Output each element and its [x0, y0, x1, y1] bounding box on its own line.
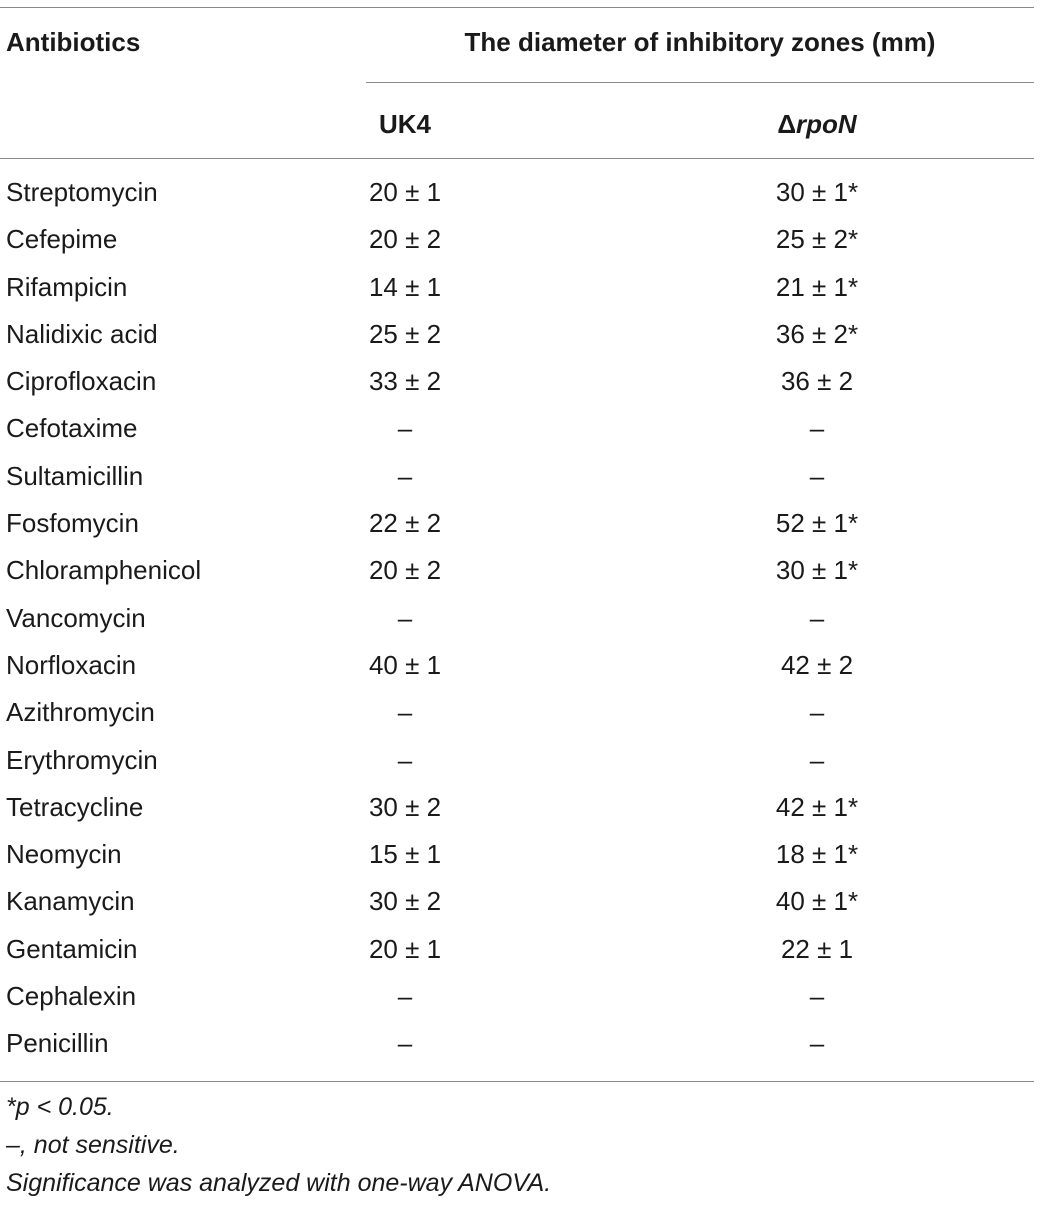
table-row: Norfloxacin 40 ± 1 42 ± 2 [0, 643, 1040, 690]
table-row: Cephalexin – – [0, 974, 1040, 1021]
footnote-significance: *p < 0.05. [6, 1093, 114, 1121]
header-uk4: UK4 [378, 109, 431, 139]
table-row: Penicillin – – [0, 1021, 1040, 1068]
antibiotic-name: Penicillin [6, 1028, 109, 1059]
table-row: Kanamycin 30 ± 2 40 ± 1* [0, 879, 1040, 926]
uk4-value: 30 ± 2 [368, 886, 442, 917]
table-row: Tetracycline 30 ± 2 42 ± 1* [0, 785, 1040, 832]
rpon-value: – [809, 697, 825, 728]
antibiotic-name: Tetracycline [6, 791, 144, 822]
bottom-rule [0, 1081, 1034, 1082]
rpon-value: 42 ± 2 [780, 649, 854, 680]
rpon-value: – [809, 413, 825, 444]
antibiotic-name: Kanamycin [6, 886, 135, 917]
uk4-value: – [397, 413, 413, 444]
antibiotic-name: Neomycin [6, 839, 122, 870]
table-row: Gentamicin 20 ± 1 22 ± 1 [0, 927, 1040, 974]
uk4-value: – [397, 981, 413, 1012]
uk4-value: – [397, 1028, 413, 1059]
rpon-value: 21 ± 1* [775, 271, 859, 302]
uk4-value: 20 ± 1 [368, 177, 442, 207]
table-row: Streptomycin 20 ± 1 30 ± 1* [0, 170, 1040, 217]
table-row: Fosfomycin 22 ± 2 52 ± 1* [0, 501, 1040, 548]
antibiotic-name: Nalidixic acid [6, 318, 158, 349]
rpon-value: – [809, 602, 825, 633]
rpon-value: 18 ± 1* [775, 839, 859, 870]
rpon-value: 22 ± 1 [780, 933, 854, 964]
rpon-value: 25 ± 2* [775, 224, 859, 255]
uk4-value: 30 ± 2 [368, 791, 442, 822]
antibiotic-name: Fosfomycin [6, 508, 139, 539]
footnote-not-sensitive: –, not sensitive. [6, 1131, 180, 1159]
group-header-rule [366, 82, 1034, 83]
table-row: Ciprofloxacin 33 ± 2 36 ± 2 [0, 359, 1040, 406]
table-row: Cefepime 20 ± 2 25 ± 2* [0, 217, 1040, 264]
uk4-value: 25 ± 2 [368, 318, 442, 349]
rpon-value: – [809, 460, 825, 491]
antibiotic-name: Norfloxacin [6, 649, 137, 680]
uk4-value: 20 ± 2 [368, 555, 442, 586]
uk4-value: – [397, 697, 413, 728]
antibiotic-name: Sultamicillin [6, 460, 144, 491]
header-inhibitory-zone-diameter: The diameter of inhibitory zones (mm) [464, 27, 936, 57]
antibiotic-name: Streptomycin [6, 177, 158, 207]
rpon-value: 36 ± 2* [775, 318, 859, 349]
header-antibiotics: Antibiotics [6, 27, 141, 57]
uk4-value: 20 ± 1 [368, 933, 442, 964]
antibiotic-name: Chloramphenicol [6, 555, 202, 586]
uk4-value: 20 ± 2 [368, 224, 442, 255]
footnote-anova: Significance was analyzed with one-way A… [6, 1169, 552, 1197]
antibiotic-name: Gentamicin [6, 933, 138, 964]
top-rule [0, 7, 1034, 8]
antibiotic-name: Cefotaxime [6, 413, 138, 444]
header-bottom-rule [0, 158, 1034, 159]
table-row: Erythromycin – – [0, 738, 1040, 785]
rpon-value: – [809, 981, 825, 1012]
table-row: Vancomycin – – [0, 596, 1040, 643]
rpon-value: 36 ± 2 [780, 366, 854, 397]
rpon-value: – [809, 1028, 825, 1059]
antibiotic-name: Erythromycin [6, 744, 158, 775]
antibiotic-name: Azithromycin [6, 697, 155, 728]
table-row: Rifampicin 14 ± 1 21 ± 1* [0, 265, 1040, 312]
table-row: Cefotaxime – – [0, 406, 1040, 453]
rpon-value: 52 ± 1* [775, 508, 859, 539]
table-row: Nalidixic acid 25 ± 2 36 ± 2* [0, 312, 1040, 359]
antibiotic-name: Cephalexin [6, 981, 137, 1012]
uk4-value: 40 ± 1 [368, 649, 442, 680]
uk4-value: – [397, 744, 413, 775]
uk4-value: 22 ± 2 [368, 508, 442, 539]
rpon-gene-name: rpoN [796, 109, 857, 139]
uk4-value: – [397, 460, 413, 491]
rpon-value: 40 ± 1* [775, 886, 859, 917]
antibiotic-name: Rifampicin [6, 271, 128, 302]
table-row: Neomycin 15 ± 1 18 ± 1* [0, 832, 1040, 879]
delta-symbol: Δ [777, 109, 796, 139]
antibiotic-name: Cefepime [6, 224, 118, 255]
rpon-value: 30 ± 1* [775, 555, 859, 586]
uk4-value: 14 ± 1 [368, 271, 442, 302]
rpon-value: – [809, 744, 825, 775]
rpon-value: 30 ± 1* [775, 177, 859, 207]
table-body: Streptomycin 20 ± 1 30 ± 1* Cefepime 20 ± 2 2… [0, 170, 1040, 1069]
table-row: Azithromycin – – [0, 690, 1040, 737]
table-row: Sultamicillin – – [0, 454, 1040, 501]
table-row: Chloramphenicol 20 ± 2 30 ± 1* [0, 548, 1040, 595]
antibiotic-name: Vancomycin [6, 602, 146, 633]
uk4-value: 33 ± 2 [368, 366, 442, 397]
header-delta-rpon: ΔrpoN [712, 109, 922, 139]
antibiotic-name: Ciprofloxacin [6, 366, 157, 397]
rpon-value: 42 ± 1* [775, 791, 859, 822]
uk4-value: 15 ± 1 [368, 839, 442, 870]
uk4-value: – [397, 602, 413, 633]
